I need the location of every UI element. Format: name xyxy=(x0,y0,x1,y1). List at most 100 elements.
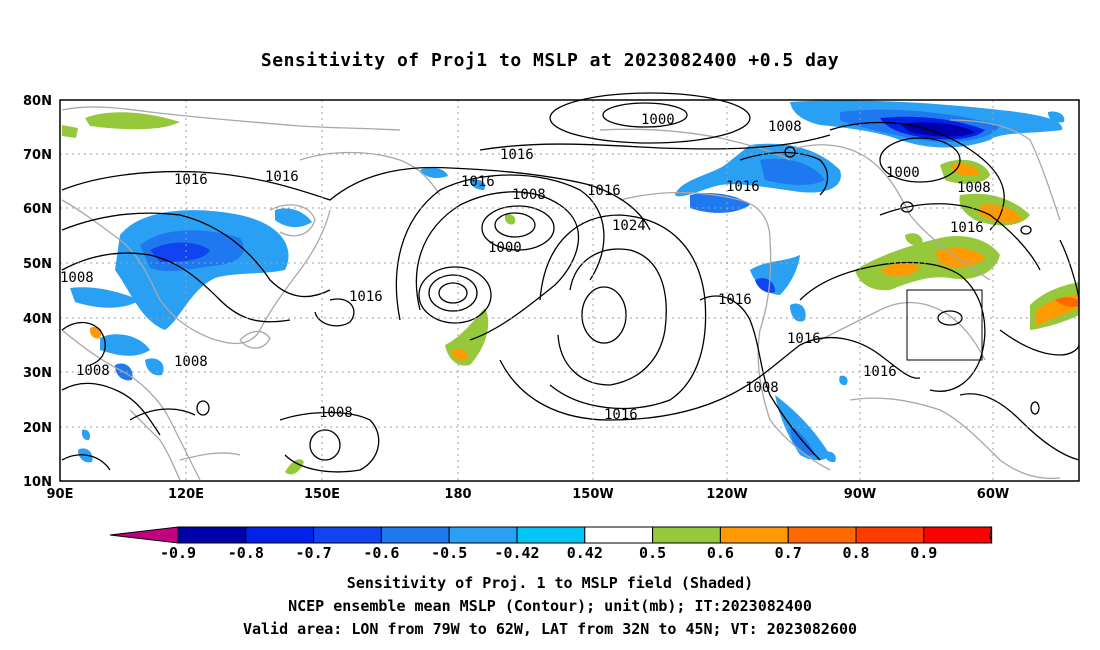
shaded-sensitivity xyxy=(62,100,1079,475)
contour-label: 1016 xyxy=(174,172,208,188)
colorbar-label: 0.6 xyxy=(707,544,734,562)
lat-label: 10N xyxy=(23,475,52,490)
lon-label: 150E xyxy=(304,487,340,502)
lat-label: 50N xyxy=(23,257,52,272)
positive-patch xyxy=(905,233,923,246)
lat-label: 30N xyxy=(23,366,52,381)
contour-label: 1016 xyxy=(718,292,752,308)
caption-line-1: Sensitivity of Proj. 1 to MSLP field (Sh… xyxy=(346,574,754,592)
lat-label: 20N xyxy=(23,421,52,436)
colorbar-label: -0.8 xyxy=(228,544,264,562)
colorbar-label: 0.5 xyxy=(639,544,666,562)
negative-patch xyxy=(420,167,448,178)
colorbar-cell xyxy=(245,526,315,544)
mslp-contours xyxy=(61,92,1080,473)
colorbar-arrow-high xyxy=(989,526,993,544)
colorbar-cell xyxy=(855,526,925,544)
negative-patch xyxy=(504,214,516,225)
contour-label: 1000 xyxy=(641,112,675,128)
valid-area-box xyxy=(906,289,983,361)
contour-label: 1008 xyxy=(319,405,353,421)
lon-label: 120W xyxy=(706,487,747,502)
colorbar-label: 0.42 xyxy=(567,544,603,562)
colorbar: -0.9 -0.8 -0.7 -0.6 -0.5 -0.42 0.42 0.5 0.6 0.7 0.… xyxy=(109,526,993,562)
lon-label: 90W xyxy=(844,487,876,502)
contour-label: 1016 xyxy=(726,179,760,195)
colorbar-cell xyxy=(584,526,654,544)
colorbar-label: -0.6 xyxy=(363,544,399,562)
contour-labels: 1016 1016 1016 1008 1008 1008 1016 1016 … xyxy=(60,112,991,423)
lat-label: 40N xyxy=(23,312,52,327)
caption-line-2: NCEP ensemble mean MSLP (Contour); unit(… xyxy=(288,597,812,615)
latitude-labels: 80N 70N 60N 50N 40N 30N 20N 10N xyxy=(23,94,52,490)
colorbar-label: -0.7 xyxy=(296,544,332,562)
lon-label: 150W xyxy=(572,487,613,502)
negative-patch xyxy=(790,303,806,322)
contour-label: 1008 xyxy=(60,270,94,286)
contour-label: 1016 xyxy=(950,220,984,236)
colorbar-cell xyxy=(923,526,993,544)
colorbar-label: -0.9 xyxy=(160,544,196,562)
positive-patch xyxy=(89,326,102,339)
positive-patch xyxy=(880,262,920,277)
longitude-labels: 90E 120E 150E 180 150W 120W 90W 60W xyxy=(47,487,1010,502)
lat-label: 80N xyxy=(23,94,52,109)
colorbar-cell xyxy=(313,526,382,544)
lon-label: 180 xyxy=(444,487,471,502)
contour-label: 1000 xyxy=(886,165,920,181)
contour-label: 1016 xyxy=(461,174,495,190)
contour-label: 1000 xyxy=(488,240,522,256)
negative-patch xyxy=(760,158,825,185)
positive-patch xyxy=(451,348,468,361)
contour-label: 1008 xyxy=(512,187,546,203)
lon-label: 90E xyxy=(47,487,74,502)
lat-label: 70N xyxy=(23,148,52,163)
positive-patch xyxy=(1055,297,1079,307)
negative-patch xyxy=(275,208,312,228)
colorbar-cell xyxy=(652,526,721,544)
negative-patch xyxy=(150,242,210,262)
colorbar-cell xyxy=(448,526,518,544)
negative-patch xyxy=(900,122,975,137)
negative-patch xyxy=(824,451,836,463)
colorbar-label: 0.9 xyxy=(910,544,937,562)
negative-patch xyxy=(100,334,150,356)
positive-patch xyxy=(62,125,78,138)
contour-label: 1024 xyxy=(612,218,646,234)
lon-label: 120E xyxy=(168,487,204,502)
positive-patch xyxy=(285,459,304,475)
colorbar-cell xyxy=(719,526,789,544)
positive-patch xyxy=(1048,111,1065,123)
coastlines xyxy=(61,106,1061,481)
colorbar-cell xyxy=(787,526,857,544)
colorbar-label: 0.7 xyxy=(775,544,802,562)
negative-patch xyxy=(145,358,164,376)
lat-label: 60N xyxy=(23,202,52,217)
grid xyxy=(60,100,1079,481)
colorbar-label: -0.42 xyxy=(494,544,539,562)
contour-label: 1016 xyxy=(604,407,638,423)
negative-patch xyxy=(775,395,830,461)
contour-label: 1008 xyxy=(174,354,208,370)
contour-label: 1016 xyxy=(787,331,821,347)
negative-patch xyxy=(81,429,91,441)
contour-label: 1016 xyxy=(863,364,897,380)
colorbar-cell xyxy=(380,526,450,544)
lon-label: 60W xyxy=(977,487,1009,502)
contour-label: 1008 xyxy=(957,180,991,196)
colorbar-label: 0.8 xyxy=(842,544,869,562)
positive-patch xyxy=(935,247,985,268)
contour-label: 1008 xyxy=(745,380,779,396)
negative-patch xyxy=(839,375,848,386)
negative-patch xyxy=(750,255,800,295)
contour-label: 1008 xyxy=(768,119,802,135)
map-title: Sensitivity of Proj1 to MSLP at 20230824… xyxy=(260,50,840,71)
map-frame xyxy=(59,99,1080,482)
contour-label: 1008 xyxy=(76,363,110,379)
contour-label: 1016 xyxy=(349,289,383,305)
contour-label: 1016 xyxy=(500,147,534,163)
colorbar-cell xyxy=(177,526,247,544)
negative-patch xyxy=(470,179,486,190)
positive-patch xyxy=(85,112,180,130)
